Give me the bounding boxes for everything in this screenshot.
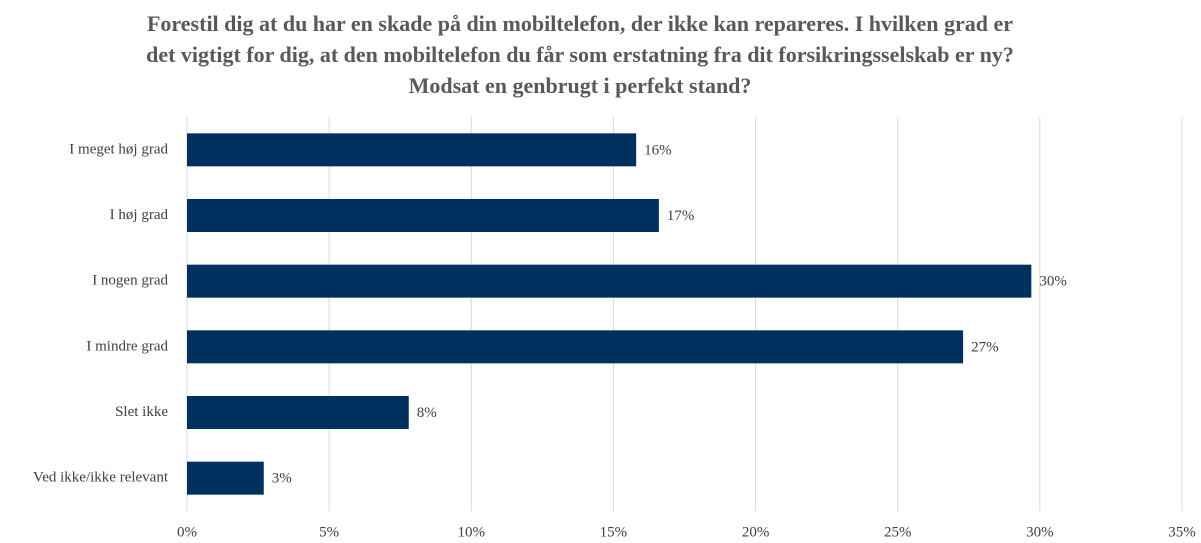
x-tick-label: 35%	[1168, 524, 1196, 540]
y-tick-label: I høj grad	[110, 207, 169, 223]
x-tick-label: 30%	[1026, 524, 1054, 540]
x-tick-label: 15%	[600, 524, 628, 540]
data-label: 30%	[1039, 274, 1067, 290]
x-tick-label: 25%	[884, 524, 912, 540]
bar	[187, 330, 964, 364]
bar	[187, 133, 637, 167]
data-label: 3%	[272, 471, 292, 487]
data-label: 16%	[644, 142, 672, 158]
bar	[187, 461, 264, 495]
x-tick-label: 10%	[458, 524, 486, 540]
x-tick-label: 5%	[319, 524, 339, 540]
bar	[187, 264, 1032, 298]
chart-title: Forestil dig at du har en skade på din m…	[146, 11, 1014, 98]
y-tick-label: I mindre grad	[86, 338, 168, 354]
x-tick-label: 20%	[742, 524, 770, 540]
data-label: 27%	[971, 339, 999, 355]
bar	[187, 396, 409, 429]
y-tick-label: I nogen grad	[92, 273, 168, 289]
y-tick-label: Slet ikke	[115, 404, 168, 420]
y-tick-label: Ved ikke/ikke relevant	[33, 470, 169, 486]
bar	[187, 199, 659, 232]
data-label: 17%	[667, 208, 695, 224]
y-tick-label: I meget høj grad	[69, 141, 168, 157]
x-tick-label: 0%	[177, 524, 197, 540]
data-label: 8%	[417, 405, 437, 421]
